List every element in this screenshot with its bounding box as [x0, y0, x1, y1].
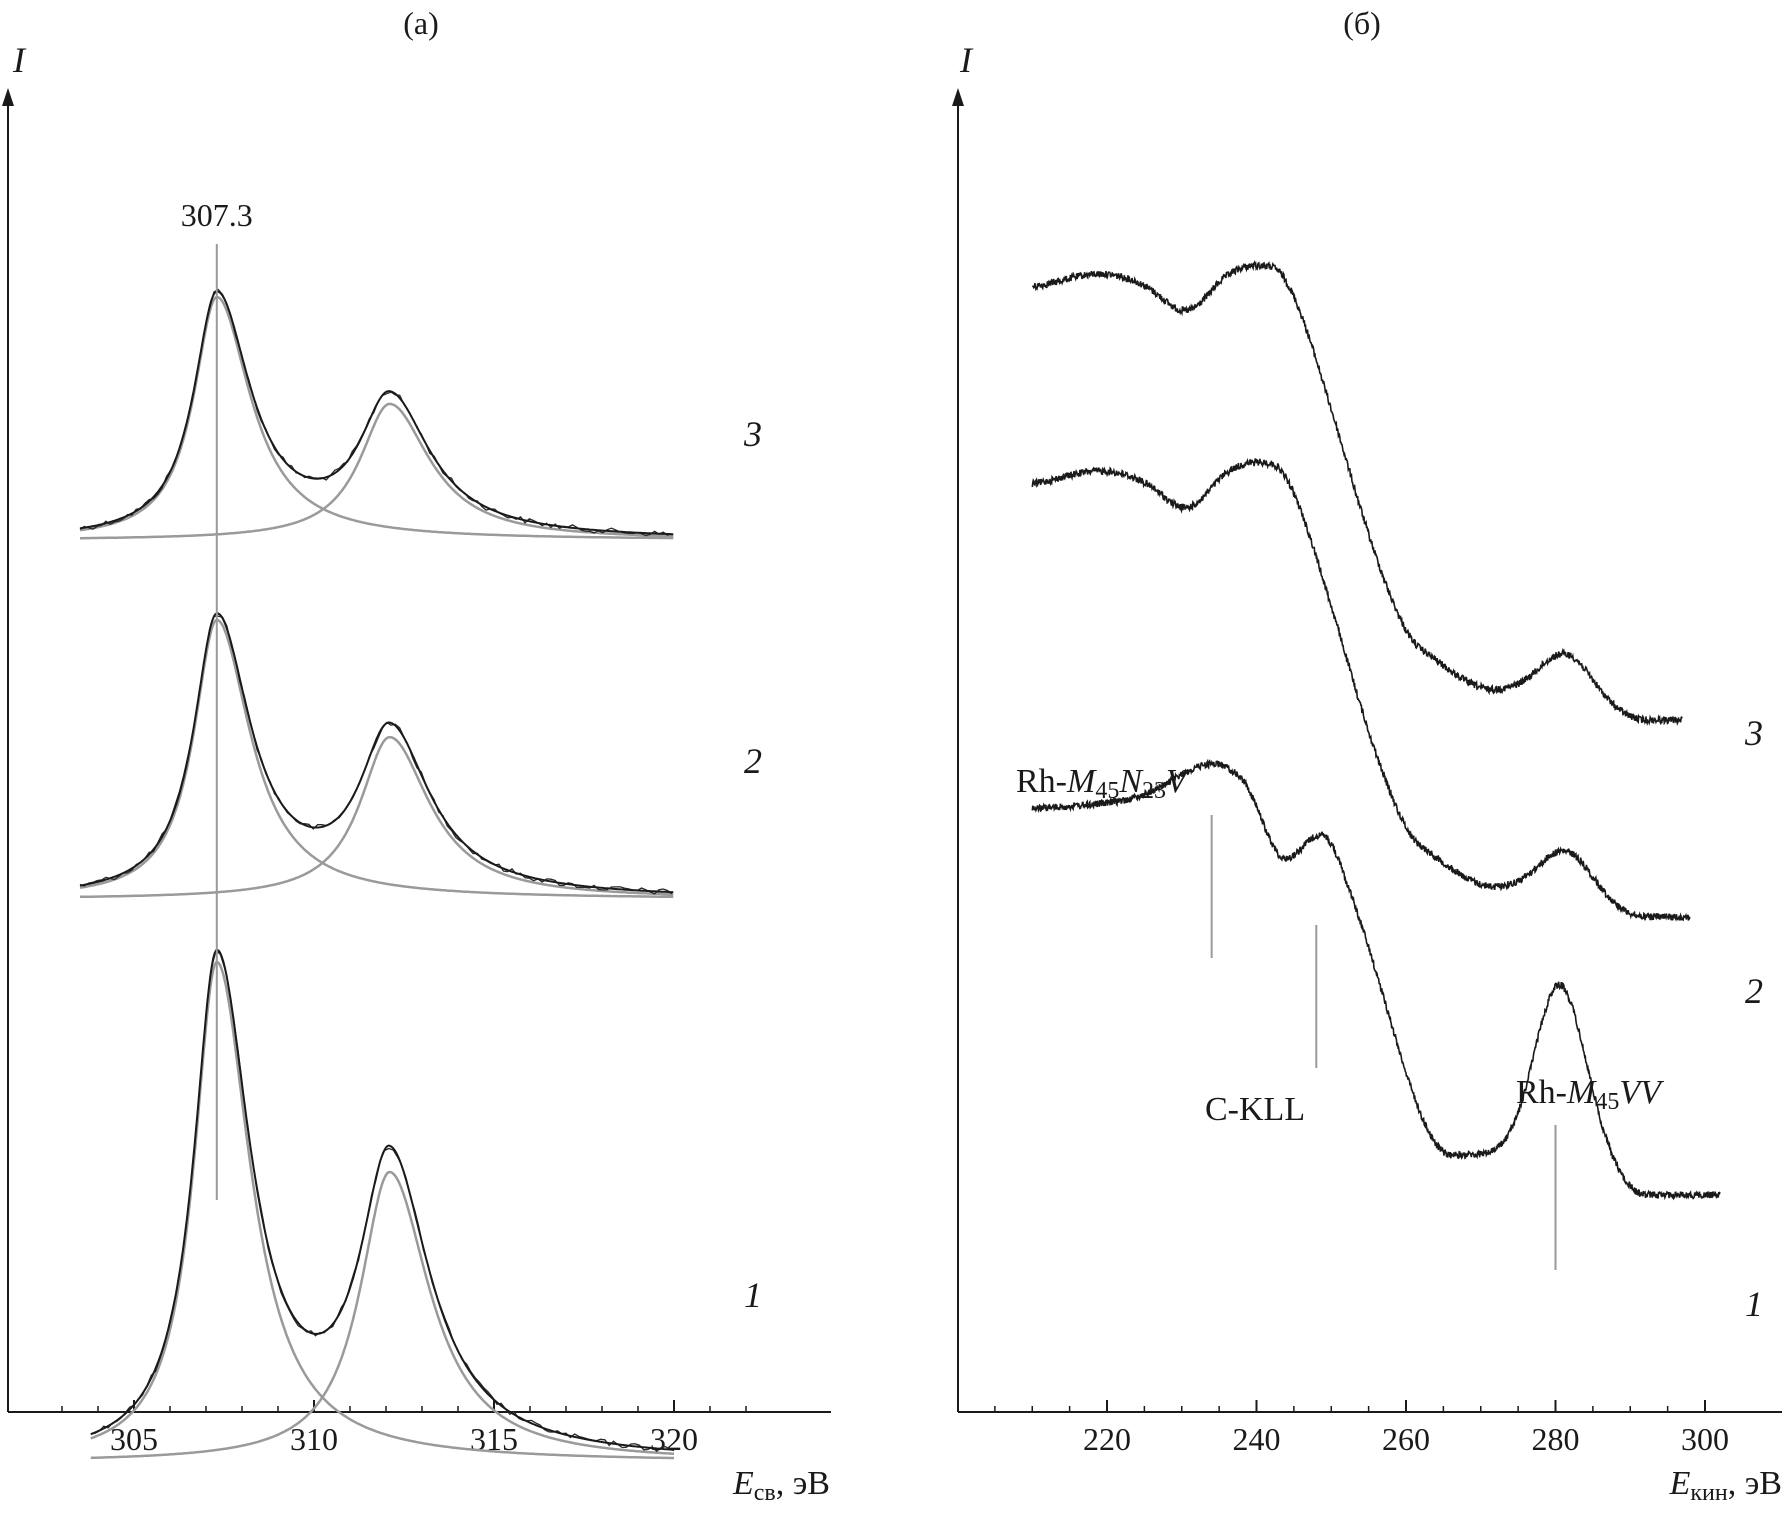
- panel-b-annotation-c-kll: C-KLL: [1205, 1091, 1305, 1128]
- panel-a-fit-component-1: [79, 295, 674, 540]
- panel-b-y-axis-label: I: [959, 40, 974, 80]
- panel-b-series-label-3: 3: [1744, 713, 1763, 753]
- panel-b-x-tick-label: 280: [1532, 1421, 1580, 1457]
- panel-a-series-label-2: 2: [744, 741, 762, 781]
- panel-b-x-tick-label: 240: [1233, 1421, 1281, 1457]
- panel-a-x-axis-label-unit: , эВ: [776, 1465, 830, 1502]
- panel-a-fit-component-1: [79, 618, 674, 899]
- panel-a-x-tick-label: 305: [110, 1421, 158, 1457]
- panel-a-x-tick-label: 320: [650, 1421, 698, 1457]
- panel-a: (a) I 305 310 315 320 307.3 3 2 1 Eсв, эВ: [2, 5, 831, 1506]
- panel-b-series-label-2: 2: [1745, 971, 1763, 1011]
- panel-a-x-axis-label: Eсв, эВ: [732, 1465, 830, 1506]
- panel-a-fit-envelope-1: [90, 948, 675, 1451]
- panel-b-title: (б): [1343, 5, 1381, 41]
- panel-a-x-axis-label-main: E: [732, 1465, 754, 1502]
- panel-a-fit-envelope-3: [79, 290, 674, 536]
- panel-a-x-axis-label-sub: св: [754, 1480, 776, 1506]
- panel-b-spectrum-2: [1031, 457, 1691, 922]
- panel-b-x-tick-label: 220: [1083, 1421, 1131, 1457]
- panel-b-x-axis-label-unit: , эВ: [1728, 1465, 1782, 1502]
- panel-b-x-tick-label: 300: [1681, 1421, 1729, 1457]
- panel-b-spectrum-1: [1031, 758, 1721, 1201]
- panel-a-fit-component-2: [90, 1170, 675, 1460]
- panel-a-y-axis-label: I: [12, 40, 27, 80]
- panel-a-series-label-3: 3: [743, 414, 762, 454]
- panel-b-x-ticks: 220 240 260 280 300: [994, 1400, 1729, 1457]
- panel-b-x-tick-label: 260: [1382, 1421, 1430, 1457]
- panel-a-fit-component-2: [80, 402, 674, 540]
- panel-b-annotation-rh-mvv: Rh-M45VV: [1516, 1074, 1665, 1115]
- panel-b: (б) I 220 240 260 280 300 Rh-M45N23V C-KLL R…: [952, 5, 1782, 1506]
- panel-a-spectrum-3: [79, 288, 672, 537]
- panel-b-series-label-1: 1: [1745, 1284, 1763, 1324]
- panel-b-spectrum-3: [1031, 259, 1683, 727]
- panel-a-curves: [79, 288, 675, 1460]
- panel-a-x-tick-label: 310: [290, 1421, 338, 1457]
- panel-a-title: (a): [403, 5, 439, 41]
- panel-a-spectrum-1: [90, 949, 675, 1453]
- panel-a-peak-marker-label: 307.3: [181, 197, 253, 233]
- panel-b-y-axis-arrow: [952, 88, 964, 106]
- panel-b-x-axis-label-main: E: [1669, 1465, 1691, 1502]
- panel-a-series-label-1: 1: [744, 1275, 762, 1315]
- panel-a-y-axis-arrow: [2, 88, 14, 106]
- panel-b-annotation-rh-mnv: Rh-M45N23V: [1016, 763, 1191, 804]
- panel-a-fit-component-1: [90, 960, 675, 1460]
- panel-a-fit-component-2: [80, 735, 674, 899]
- panel-b-x-axis-label-sub: кин: [1690, 1480, 1728, 1506]
- panel-a-fit-envelope-2: [79, 612, 674, 894]
- panel-b-x-axis-label: Eкин, эВ: [1669, 1465, 1782, 1506]
- panel-b-curves: [1031, 259, 1721, 1201]
